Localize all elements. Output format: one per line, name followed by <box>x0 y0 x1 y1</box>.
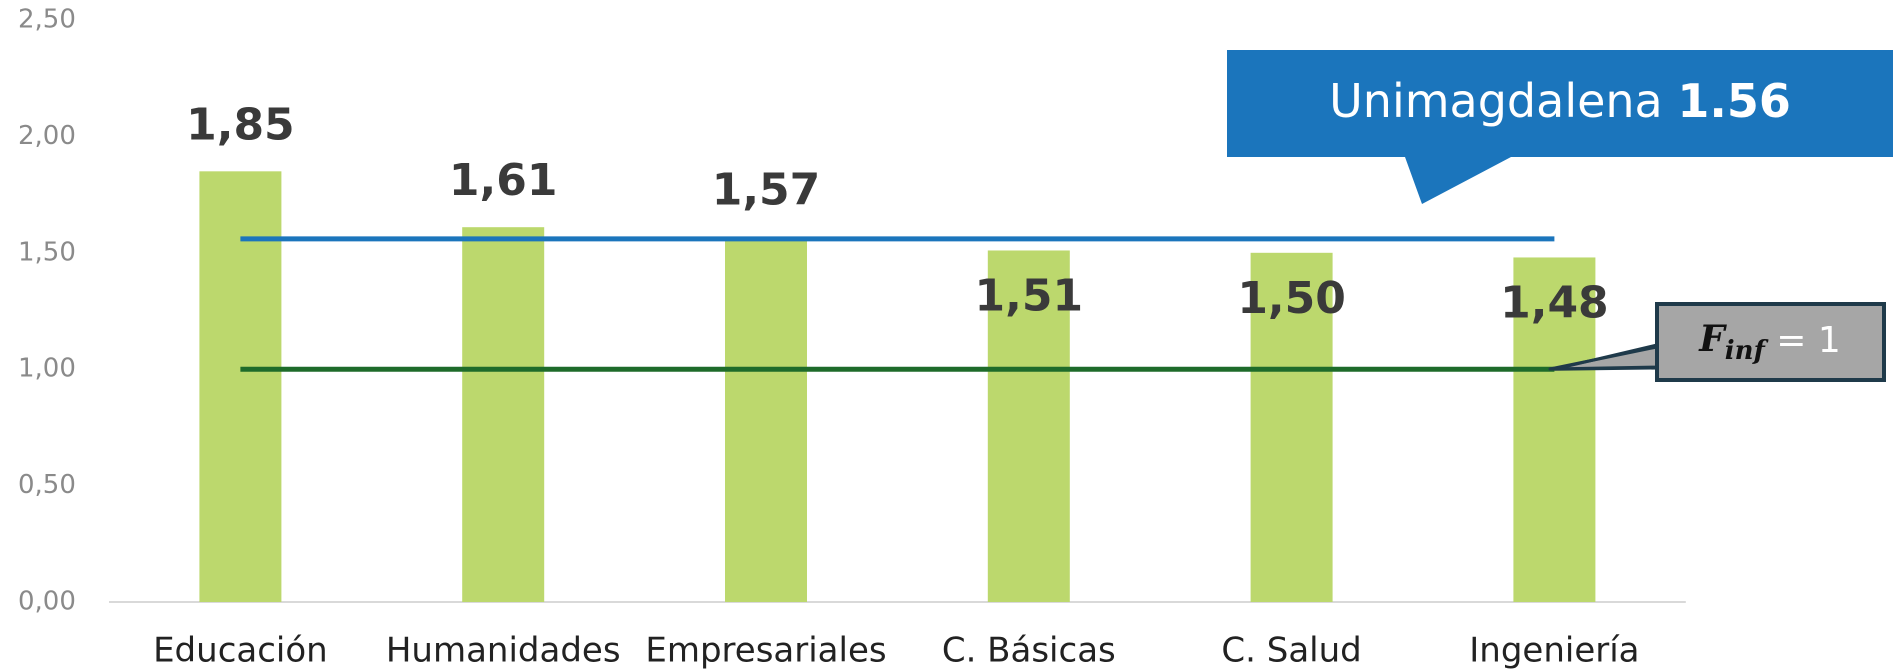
bar <box>462 227 545 602</box>
y-tick-label: 2,00 <box>18 121 76 151</box>
f-callout-box <box>1655 302 1886 382</box>
y-tick-label: 0,50 <box>18 470 76 500</box>
data-label: 1,57 <box>712 165 821 216</box>
bar <box>987 250 1070 603</box>
data-label: 1,61 <box>449 155 558 206</box>
data-label: 1,50 <box>1237 273 1346 324</box>
bar <box>725 236 807 602</box>
y-tick-label: 1,50 <box>18 237 76 267</box>
x-tick-label: Humanidades <box>386 631 621 671</box>
f-callout-text: Finf = 1 <box>1698 318 1841 371</box>
x-tick-label: Empresariales <box>645 631 886 671</box>
data-label: 1,51 <box>975 270 1084 321</box>
f-symbol: F <box>1698 318 1727 360</box>
f-relation: = <box>1776 320 1806 361</box>
x-tick-label: Ingeniería <box>1469 631 1639 671</box>
y-tick-label: 2,50 <box>18 5 76 35</box>
f-subscript: inf <box>1725 336 1769 366</box>
bar <box>1250 252 1333 603</box>
f-callout-pointer-line <box>1554 343 1658 371</box>
data-label: 1,48 <box>1500 277 1609 328</box>
callout-value: 1.56 <box>1677 74 1791 128</box>
x-tick-label: C. Salud <box>1221 631 1361 671</box>
bar <box>199 171 282 602</box>
x-tick-label: Educación <box>153 631 328 671</box>
callout-text: Unimagdalena 1.56 <box>1329 74 1791 128</box>
callout-name: Unimagdalena <box>1329 74 1663 128</box>
y-tick-label: 1,00 <box>18 354 76 384</box>
f-value: 1 <box>1818 320 1841 361</box>
data-label: 1,85 <box>186 99 295 150</box>
y-tick-label: 0,00 <box>18 587 76 617</box>
callout-box <box>1227 50 1893 204</box>
f-callout-pointer-line <box>1554 366 1658 371</box>
bar <box>1513 257 1596 602</box>
x-tick-label: C. Básicas <box>942 631 1116 671</box>
